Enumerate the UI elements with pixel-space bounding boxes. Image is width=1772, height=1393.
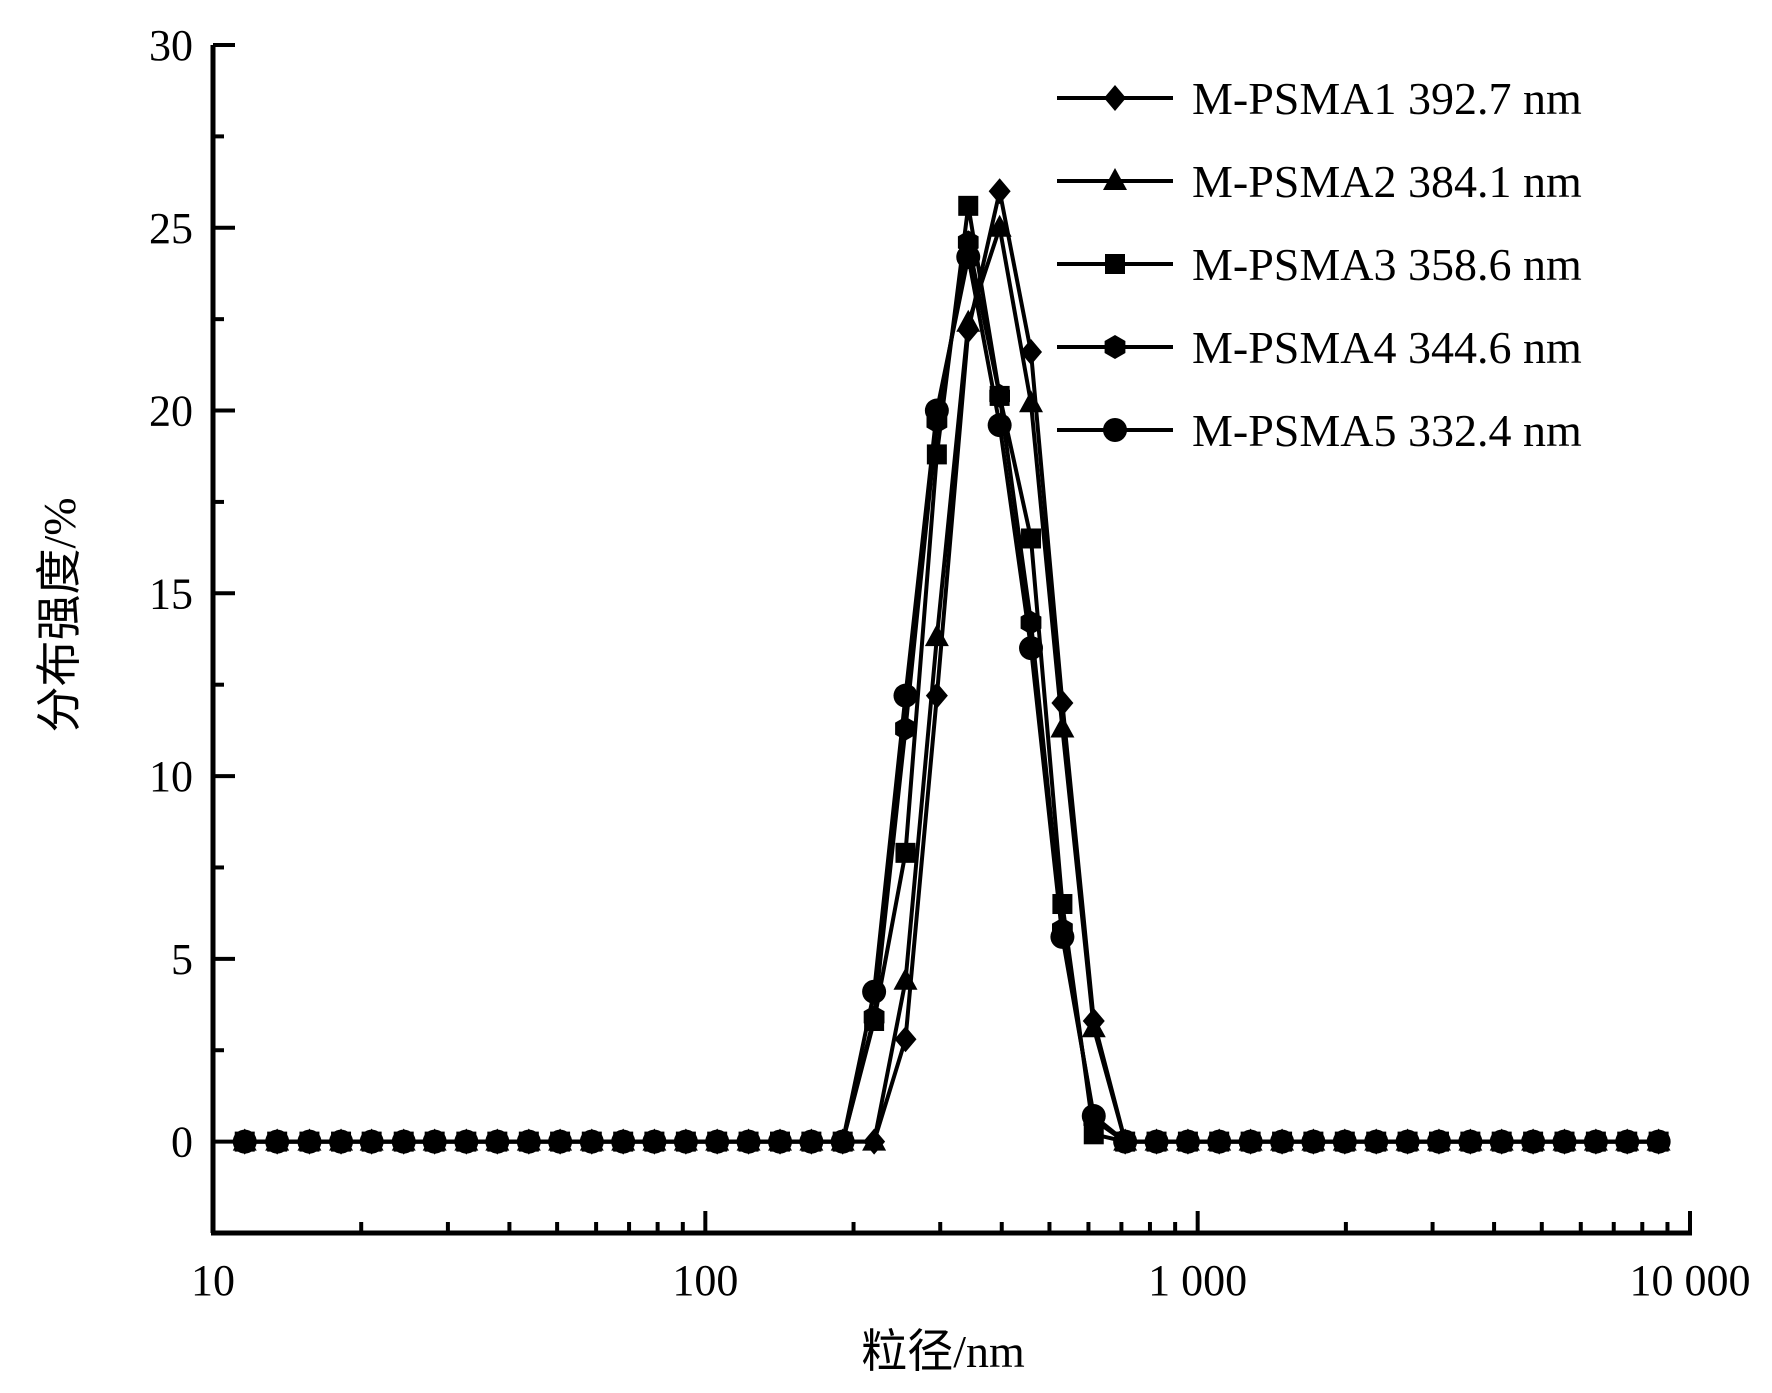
data-point-square [1083, 1124, 1104, 1145]
y-tick-label: 0 [171, 1118, 193, 1167]
legend-entry-4: M-PSMA4 344.6 nm [1057, 322, 1582, 373]
data-point-diamond [1051, 689, 1074, 716]
data-point-circle [1103, 418, 1127, 442]
y-tick-label: 20 [149, 387, 193, 436]
data-point-circle [956, 245, 981, 270]
data-point-circle [1144, 1129, 1169, 1154]
data-point-circle [705, 1129, 730, 1154]
legend-entry-1: M-PSMA1 392.7 nm [1057, 73, 1582, 124]
data-point-square [1021, 528, 1042, 549]
data-point-circle [297, 1129, 322, 1154]
data-point-circle [1081, 1104, 1106, 1129]
data-point-triangle [1019, 390, 1044, 413]
data-point-circle [1113, 1129, 1138, 1154]
data-point-circle [265, 1129, 290, 1154]
data-point-circle [485, 1129, 510, 1154]
x-tick-label: 10 000 [1630, 1256, 1751, 1305]
data-point-triangle [862, 1128, 887, 1151]
data-point-hexagon [1104, 335, 1126, 359]
data-point-circle [1521, 1129, 1546, 1154]
data-point-triangle [924, 624, 949, 647]
data-point-circle [1489, 1129, 1514, 1154]
y-tick-label: 10 [149, 752, 193, 801]
data-point-circle [422, 1129, 447, 1154]
x-tick-label: 10 [191, 1256, 235, 1305]
data-point-triangle [893, 967, 918, 990]
data-point-circle [454, 1129, 479, 1154]
data-point-circle [893, 683, 918, 708]
y-axis-title: 分布强度/% [34, 497, 85, 732]
data-point-circle [830, 1129, 855, 1154]
data-point-diamond [1020, 339, 1043, 366]
data-point-triangle [1103, 168, 1127, 190]
data-point-diamond [988, 178, 1011, 205]
legend-label: M-PSMA5 332.4 nm [1192, 405, 1582, 456]
axes-layer: 0 5 10 15 20 25 30 10 100 1 000 10 000 [149, 21, 1751, 1305]
data-point-circle [611, 1129, 636, 1154]
data-point-triangle [987, 214, 1012, 237]
data-point-circle [924, 398, 949, 423]
data-point-circle [548, 1129, 573, 1154]
data-point-diamond [894, 1026, 917, 1053]
data-point-circle [329, 1129, 354, 1154]
data-point-circle [1646, 1129, 1671, 1154]
data-point-circle [987, 413, 1012, 438]
data-point-circle [736, 1129, 761, 1154]
data-point-circle [862, 979, 887, 1004]
data-point-circle [1207, 1129, 1232, 1154]
y-tick-label: 5 [171, 935, 193, 984]
data-point-square [895, 842, 916, 863]
x-tick-label: 100 [672, 1256, 738, 1305]
y-tick-label: 25 [149, 204, 193, 253]
y-tick-label: 15 [149, 569, 193, 618]
data-point-circle [391, 1129, 416, 1154]
data-point-circle [1238, 1129, 1263, 1154]
series-layer [232, 178, 1671, 1155]
legend-entry-2: M-PSMA2 384.1 nm [1057, 156, 1582, 207]
data-point-triangle [1081, 1015, 1106, 1038]
y-tick-label: 30 [149, 21, 193, 70]
data-point-circle [642, 1129, 667, 1154]
data-point-square [1105, 254, 1125, 274]
data-point-circle [359, 1129, 384, 1154]
data-point-circle [799, 1129, 824, 1154]
legend-entry-5: M-PSMA5 332.4 nm [1057, 405, 1582, 456]
data-point-circle [1175, 1129, 1200, 1154]
legend-label: M-PSMA3 358.6 nm [1192, 239, 1582, 290]
data-point-circle [1426, 1129, 1451, 1154]
x-tick-label: 1 000 [1148, 1256, 1247, 1305]
data-point-circle [1615, 1129, 1640, 1154]
legend-entry-3: M-PSMA3 358.6 nm [1057, 239, 1582, 290]
legend-label: M-PSMA1 392.7 nm [1192, 73, 1582, 124]
series-line [244, 255, 1659, 1144]
data-point-circle [1552, 1129, 1577, 1154]
legend-label: M-PSMA2 384.1 nm [1192, 156, 1582, 207]
data-point-circle [1395, 1129, 1420, 1154]
data-point-circle [1364, 1129, 1389, 1154]
data-point-circle [579, 1129, 604, 1154]
data-point-circle [1301, 1129, 1326, 1154]
data-point-circle [232, 1129, 257, 1154]
legend: M-PSMA1 392.7 nm M-PSMA2 384.1 nm M-PSMA3 … [1057, 73, 1582, 456]
data-point-circle [1019, 636, 1044, 661]
data-point-circle [516, 1129, 541, 1154]
x-axis-title: 粒径/nm [861, 1326, 1025, 1377]
data-point-circle [768, 1129, 793, 1154]
data-point-diamond [1104, 85, 1126, 111]
series-5 [232, 245, 1671, 1154]
data-point-circle [1458, 1129, 1483, 1154]
data-point-circle [1050, 924, 1075, 949]
data-point-circle [1583, 1129, 1608, 1154]
data-point-circle [1270, 1129, 1295, 1154]
data-point-circle [673, 1129, 698, 1154]
data-point-triangle [956, 309, 981, 332]
legend-label: M-PSMA4 344.6 nm [1192, 322, 1582, 373]
data-point-triangle [1050, 715, 1075, 738]
data-point-circle [1332, 1129, 1357, 1154]
data-point-square [958, 195, 979, 216]
